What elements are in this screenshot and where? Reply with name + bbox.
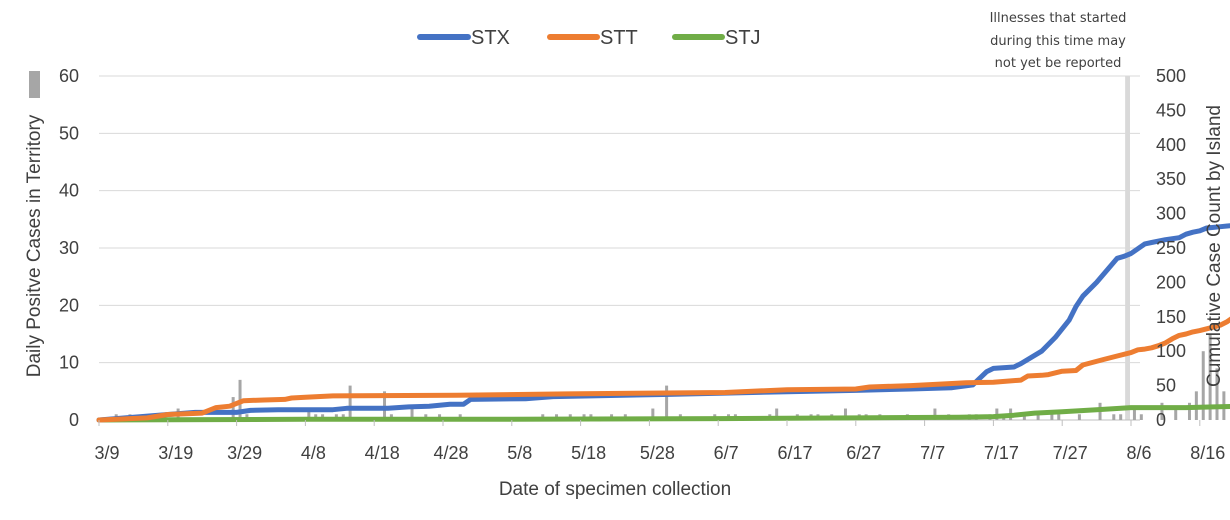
daily-bar bbox=[383, 391, 387, 420]
daily-bar bbox=[1208, 334, 1212, 420]
daily-bar bbox=[1077, 414, 1081, 420]
series-line-stj bbox=[96, 403, 1230, 423]
left-tick-label: 30 bbox=[59, 238, 79, 258]
legend-label-stx: STX bbox=[471, 27, 510, 49]
daily-bar bbox=[775, 408, 779, 420]
x-tick-label: 5/28 bbox=[640, 443, 675, 463]
left-axis-title: Daily Positve Cases in Territory bbox=[24, 114, 45, 377]
legend-label-stt: STT bbox=[600, 27, 638, 49]
daily-bar bbox=[410, 408, 414, 420]
daily-bar bbox=[1036, 414, 1040, 420]
x-tick-label: 8/6 bbox=[1126, 443, 1151, 463]
x-tick-label: 6/17 bbox=[777, 443, 812, 463]
x-tick-label: 3/19 bbox=[158, 443, 193, 463]
daily-bar bbox=[651, 408, 655, 420]
left-tick-label: 50 bbox=[59, 123, 79, 143]
left-tick-label: 10 bbox=[59, 353, 79, 373]
cumulative-lines bbox=[96, 223, 1230, 423]
x-tick-label: 7/27 bbox=[1053, 443, 1088, 463]
daily-bars-legend-swatch bbox=[29, 71, 40, 98]
left-tick-label: 20 bbox=[59, 295, 79, 315]
daily-bar bbox=[1050, 414, 1054, 420]
x-tick-label: 5/8 bbox=[507, 443, 532, 463]
right-tick-label: 300 bbox=[1156, 204, 1186, 224]
x-tick-label: 8/16 bbox=[1190, 443, 1225, 463]
right-tick-label: 350 bbox=[1156, 169, 1186, 189]
annotation-line-3: not yet be reported bbox=[995, 56, 1122, 71]
x-tick-label: 7/7 bbox=[920, 443, 945, 463]
daily-bar bbox=[1022, 414, 1026, 420]
annotation: Illnesses that started during this time … bbox=[990, 11, 1127, 71]
daily-bar bbox=[1174, 408, 1178, 420]
daily-bar bbox=[231, 397, 235, 420]
left-tick-label: 60 bbox=[59, 66, 79, 86]
daily-bar bbox=[348, 385, 352, 420]
daily-bar bbox=[665, 385, 669, 420]
legend-label-stj: STJ bbox=[725, 27, 761, 49]
daily-bar bbox=[1201, 351, 1205, 420]
daily-bar bbox=[1187, 402, 1191, 420]
x-tick-label: 4/18 bbox=[365, 443, 400, 463]
right-tick-label: 250 bbox=[1156, 238, 1186, 258]
daily-bar bbox=[1160, 402, 1164, 420]
right-tick-label: 150 bbox=[1156, 307, 1186, 327]
x-tick-label: 4/28 bbox=[433, 443, 468, 463]
x-tick-label: 4/8 bbox=[301, 443, 326, 463]
daily-bar bbox=[307, 408, 311, 420]
daily-bar bbox=[1132, 408, 1136, 420]
x-tick-label: 3/9 bbox=[94, 443, 119, 463]
x-axis-title: Date of specimen collection bbox=[499, 479, 731, 500]
right-tick-label: 450 bbox=[1156, 100, 1186, 120]
x-tick-label: 3/29 bbox=[227, 443, 262, 463]
daily-bar bbox=[843, 408, 847, 420]
daily-bar bbox=[1215, 368, 1219, 420]
daily-bar bbox=[933, 408, 937, 420]
x-axis-ticks: 3/9 3/19 3/29 4/8 4/18 4/28 5/8 5/18 5/28 6/7 6/17… bbox=[94, 420, 1225, 463]
right-tick-label: 0 bbox=[1156, 410, 1166, 430]
right-axis-title: Cumulative Case Count by Island bbox=[1204, 105, 1225, 387]
gridlines bbox=[99, 75, 1140, 421]
annotation-line-2: during this time may bbox=[990, 34, 1126, 49]
right-tick-label: 50 bbox=[1156, 376, 1176, 396]
x-tick-label: 6/27 bbox=[846, 443, 881, 463]
left-tick-label: 0 bbox=[69, 410, 79, 430]
daily-bar bbox=[1112, 414, 1116, 420]
right-tick-label: 100 bbox=[1156, 341, 1186, 361]
legend: STX STT STJ bbox=[417, 27, 761, 49]
left-tick-label: 40 bbox=[59, 181, 79, 201]
daily-bar bbox=[1139, 414, 1143, 420]
right-tick-label: 500 bbox=[1156, 66, 1186, 86]
daily-bar bbox=[1119, 414, 1123, 420]
right-axis-ticks: 0 50 100 150 200 250 300 350 400 450 500 bbox=[1156, 66, 1186, 430]
annotation-line-1: Illnesses that started bbox=[990, 11, 1127, 26]
left-axis-ticks: 0 10 20 30 40 50 60 bbox=[59, 66, 79, 430]
daily-case-bars bbox=[114, 334, 1226, 420]
x-tick-label: 5/18 bbox=[571, 443, 606, 463]
right-tick-label: 400 bbox=[1156, 135, 1186, 155]
x-tick-label: 6/7 bbox=[714, 443, 739, 463]
right-tick-label: 200 bbox=[1156, 272, 1186, 292]
x-tick-label: 7/17 bbox=[984, 443, 1019, 463]
daily-bar bbox=[1057, 414, 1061, 420]
series-line-stt bbox=[96, 316, 1230, 423]
series-line-stx bbox=[96, 223, 1230, 423]
